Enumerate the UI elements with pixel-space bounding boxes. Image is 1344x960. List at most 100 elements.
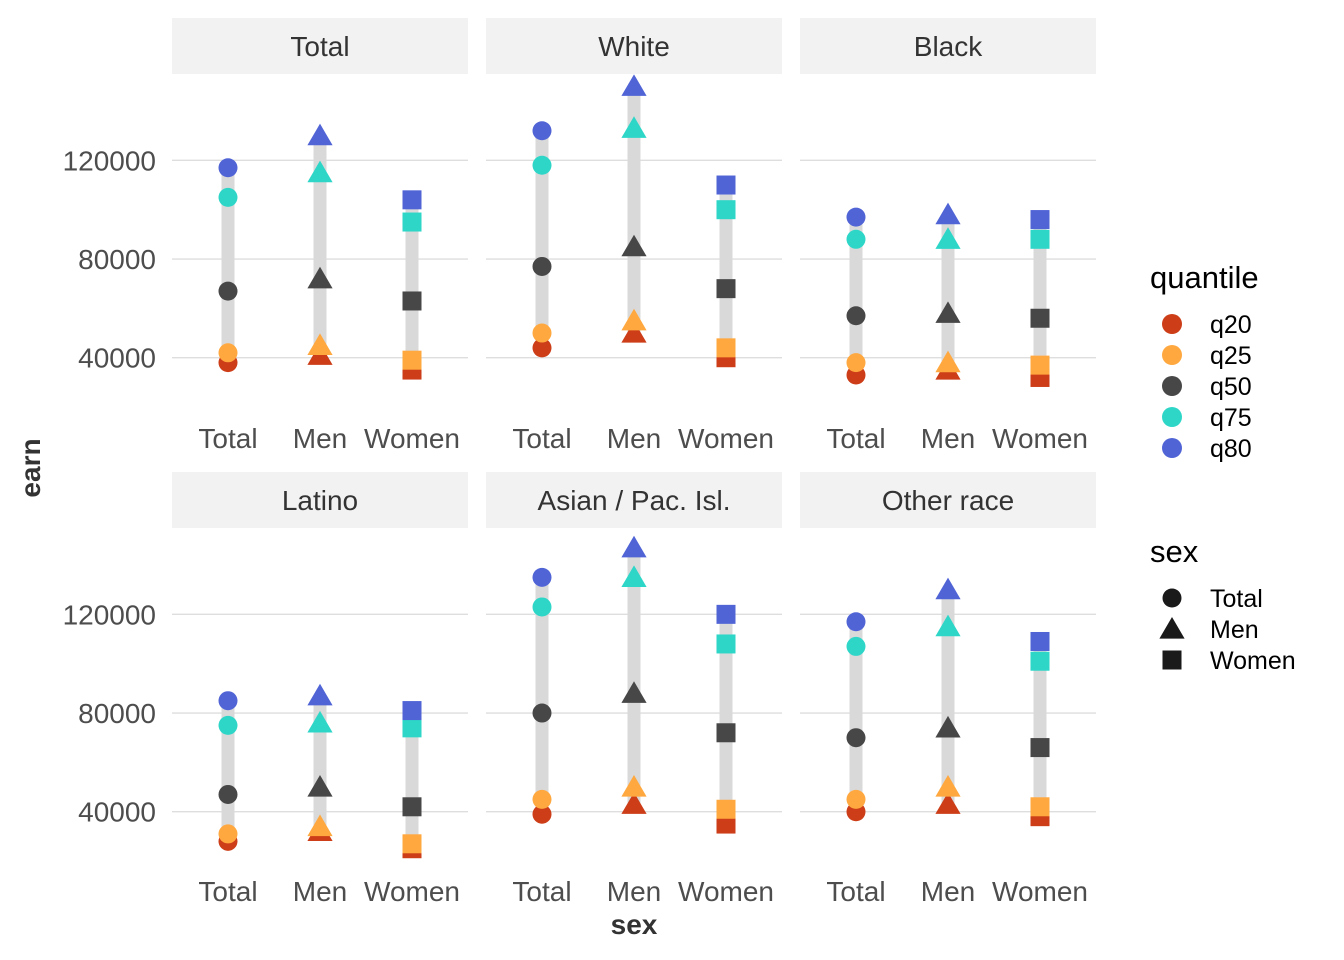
facet-strip bbox=[486, 18, 782, 74]
point-men-q20 bbox=[935, 792, 961, 814]
range-bar-men bbox=[941, 589, 955, 805]
point-men-q25 bbox=[935, 350, 961, 373]
legend-label: q80 bbox=[1210, 435, 1252, 463]
legend-key-q20 bbox=[1162, 314, 1182, 334]
quantile-legend: quantile q20 q25 q50 q75 q80 bbox=[1150, 260, 1259, 463]
range-bar-men bbox=[627, 86, 641, 334]
point-total-q50 bbox=[218, 281, 238, 301]
facet-strip bbox=[172, 472, 468, 528]
facet-strip bbox=[800, 472, 1096, 528]
range-bar-total bbox=[221, 167, 235, 363]
x-tick-label: Women bbox=[364, 876, 460, 907]
point-men-q25 bbox=[621, 308, 647, 331]
point-women-q50 bbox=[1030, 738, 1050, 758]
point-men-q50 bbox=[935, 301, 961, 323]
legend-title: quantile bbox=[1150, 260, 1259, 295]
point-total-q75 bbox=[846, 229, 866, 249]
x-tick-label: Total bbox=[198, 423, 257, 454]
point-women-q80 bbox=[402, 190, 422, 210]
legend-label: Total bbox=[1210, 585, 1263, 613]
y-tick-label: 80000 bbox=[78, 244, 156, 275]
range-bar-total bbox=[849, 217, 863, 375]
range-bar-women bbox=[1033, 641, 1047, 817]
point-total-q50 bbox=[532, 703, 552, 723]
point-men-q25 bbox=[935, 775, 961, 797]
point-women-q80 bbox=[402, 701, 422, 721]
point-total-q25 bbox=[218, 824, 238, 844]
point-women-q50 bbox=[402, 291, 422, 311]
range-bar-total bbox=[535, 130, 549, 348]
x-tick-label: Total bbox=[826, 876, 885, 907]
facet-strip bbox=[486, 472, 782, 528]
range-bar-women bbox=[719, 614, 733, 825]
point-men-q50 bbox=[621, 234, 647, 257]
point-men-q75 bbox=[307, 710, 333, 733]
legend-key-men bbox=[1159, 617, 1185, 639]
x-tick-label: Men bbox=[921, 423, 975, 454]
point-women-q20 bbox=[716, 814, 736, 834]
point-men-q25 bbox=[307, 333, 333, 355]
point-men-q50 bbox=[935, 715, 961, 738]
legends: quantile q20 q25 q50 q75 q80 sex Total Men Women bbox=[1150, 260, 1296, 675]
point-men-q80 bbox=[307, 123, 333, 146]
point-women-q80 bbox=[1030, 631, 1050, 651]
point-women-q50 bbox=[716, 279, 736, 299]
point-total-q25 bbox=[846, 789, 866, 809]
point-men-q80 bbox=[307, 683, 333, 706]
point-total-q80 bbox=[846, 207, 866, 227]
y-tick-label: 120000 bbox=[63, 599, 156, 630]
point-total-q75 bbox=[846, 636, 866, 656]
legend-label: q75 bbox=[1210, 404, 1252, 432]
point-total-q75 bbox=[218, 715, 238, 735]
point-total-q50 bbox=[846, 306, 866, 326]
facet-strip-label: White bbox=[598, 31, 670, 62]
legend-key-total bbox=[1162, 588, 1182, 608]
point-men-q80 bbox=[621, 535, 647, 558]
facet-strip-label: Total bbox=[290, 31, 349, 62]
facet-panels: Total 40000 80000 120000 Total Men Women White T… bbox=[63, 18, 1096, 907]
point-men-q75 bbox=[621, 565, 647, 587]
legend-label: Men bbox=[1210, 616, 1259, 644]
point-women-q50 bbox=[1030, 308, 1050, 328]
point-total-q75 bbox=[532, 155, 552, 175]
point-women-q75 bbox=[1030, 651, 1050, 671]
legend-title: sex bbox=[1150, 534, 1199, 569]
y-axis-title: earn bbox=[15, 438, 46, 497]
x-tick-label: Women bbox=[992, 876, 1088, 907]
point-men-q80 bbox=[935, 202, 961, 225]
point-women-q75 bbox=[716, 200, 736, 220]
x-tick-label: Women bbox=[992, 423, 1088, 454]
y-tick-label: 80000 bbox=[78, 698, 156, 729]
legend-key-q25 bbox=[1162, 345, 1182, 365]
point-women-q75 bbox=[1030, 229, 1050, 249]
point-men-q80 bbox=[935, 577, 961, 600]
point-women-q25 bbox=[716, 338, 736, 358]
point-men-q75 bbox=[621, 116, 647, 138]
legend-key-q75 bbox=[1162, 407, 1182, 427]
point-men-q50 bbox=[621, 681, 647, 703]
facet-strip-label: Asian / Pac. Isl. bbox=[538, 485, 731, 516]
range-bar-total bbox=[221, 700, 235, 842]
legend-key-women bbox=[1162, 650, 1182, 670]
point-men-q50 bbox=[307, 775, 333, 797]
facet-latino: Latino 40000 80000 120000 Total Men Women bbox=[63, 472, 468, 907]
x-tick-label: Women bbox=[678, 876, 774, 907]
facet-black: Black Total Men Women bbox=[800, 18, 1096, 454]
point-total-q25 bbox=[846, 353, 866, 373]
range-bar-women bbox=[1033, 219, 1047, 378]
x-axis-title: sex bbox=[611, 909, 658, 940]
point-women-q80 bbox=[716, 175, 736, 195]
point-women-q25 bbox=[1030, 355, 1050, 375]
point-total-q20 bbox=[532, 338, 552, 358]
point-men-q20 bbox=[621, 792, 647, 814]
x-tick-label: Men bbox=[293, 423, 347, 454]
point-total-q25 bbox=[218, 343, 238, 363]
point-men-q80 bbox=[621, 74, 647, 96]
point-women-q50 bbox=[402, 797, 422, 817]
point-women-q25 bbox=[402, 350, 422, 370]
y-tick-label: 40000 bbox=[78, 797, 156, 828]
point-women-q80 bbox=[716, 604, 736, 624]
range-bar-total bbox=[535, 577, 549, 815]
point-women-q25 bbox=[716, 799, 736, 819]
